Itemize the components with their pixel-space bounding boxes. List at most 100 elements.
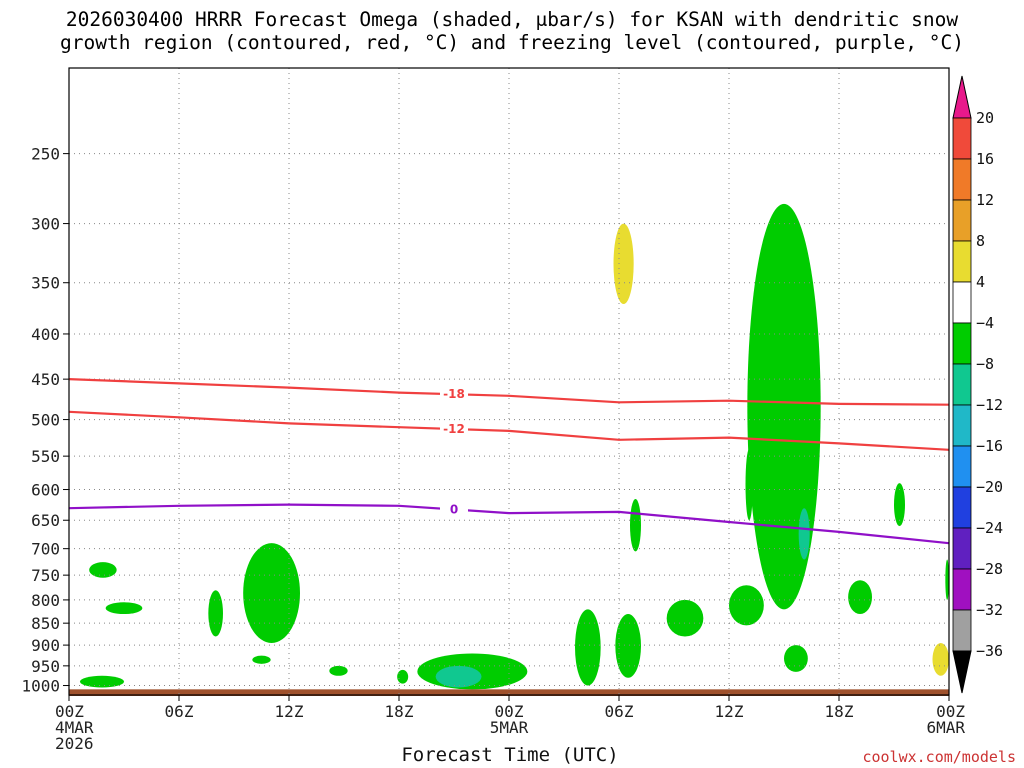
omega-region-23 xyxy=(945,559,950,600)
colorbar-arrow-bottom xyxy=(952,650,972,694)
x-tick-label-48-1: 6MAR xyxy=(926,718,965,737)
colorbar-bin-5 xyxy=(952,322,972,365)
x-tick-label-30-0: 06Z xyxy=(605,702,634,721)
y-tick-label-850: 850 xyxy=(31,614,60,633)
x-tick-label-42-0: 18Z xyxy=(825,702,854,721)
colorbar-arrow-top xyxy=(952,75,972,119)
y-tick-label-800: 800 xyxy=(31,591,60,610)
omega-region-10 xyxy=(575,609,601,686)
y-tick-label-550: 550 xyxy=(31,447,60,466)
omega-region-6 xyxy=(397,669,409,684)
colorbar-label-7: −12 xyxy=(976,396,1003,414)
colorbar-bin-8 xyxy=(952,445,972,488)
colorbar-label-8: −16 xyxy=(976,437,1003,455)
title-line-2: growth region (contoured, red, °C) and f… xyxy=(60,31,964,54)
omega-region-12 xyxy=(630,499,641,552)
credit-link[interactable]: coolwx.com/models xyxy=(862,748,1016,766)
x-tick-label-36-0: 12Z xyxy=(715,702,744,721)
colorbar-label-6: −8 xyxy=(976,355,994,373)
omega-region-15 xyxy=(729,585,764,626)
colorbar-bin-4 xyxy=(952,281,972,324)
colorbar-label-5: −4 xyxy=(976,314,994,332)
omega-region-11 xyxy=(615,614,642,678)
omega-region-17 xyxy=(747,203,821,610)
x-tick-label-24-0: 00Z xyxy=(495,702,524,721)
omega-region-19 xyxy=(784,645,808,672)
colorbar-bin-1 xyxy=(952,158,972,201)
omega-region-3 xyxy=(243,543,300,643)
y-tick-label-500: 500 xyxy=(31,411,60,430)
omega-region-20 xyxy=(848,580,872,615)
colorbar-label-2: 12 xyxy=(976,191,994,209)
x-tick-label-12-0: 12Z xyxy=(275,702,304,721)
y-tick-label-750: 750 xyxy=(31,566,60,585)
terrain-band xyxy=(69,689,949,696)
contour-line-0 xyxy=(68,378,950,406)
colorbar-bin-6 xyxy=(952,363,972,406)
colorbar-label-11: −28 xyxy=(976,560,1003,578)
colorbar-bin-3 xyxy=(952,240,972,283)
colorbar-label-4: 4 xyxy=(976,273,985,291)
x-tick-label-0-1: 4MAR xyxy=(55,718,94,737)
y-tick-label-900: 900 xyxy=(31,636,60,655)
y-tick-label-350: 350 xyxy=(31,274,60,293)
contour-label-bg-1 xyxy=(440,421,468,437)
x-tick-label-48-0: 00Z xyxy=(936,702,965,721)
colorbar-label-13: −36 xyxy=(976,642,1003,660)
x-tick-label-0-2: 2026 xyxy=(55,734,94,753)
omega-region-14 xyxy=(613,223,634,305)
colorbar-label-0: 20 xyxy=(976,109,994,127)
contour-line-1 xyxy=(68,410,950,451)
contour-label-2: 0 xyxy=(450,502,458,516)
y-tick-label-700: 700 xyxy=(31,540,60,559)
colorbar-label-12: −32 xyxy=(976,601,1003,619)
contour-label-bg-2 xyxy=(440,501,468,517)
x-tick-label-18-0: 18Z xyxy=(385,702,414,721)
omega-region-4 xyxy=(252,655,271,664)
x-tick-label-24-1: 5MAR xyxy=(490,718,529,737)
colorbar-bin-12 xyxy=(952,609,972,652)
contour-label-0: -18 xyxy=(443,387,465,401)
y-tick-label-650: 650 xyxy=(31,511,60,530)
grid xyxy=(69,68,949,695)
colorbar-label-9: −20 xyxy=(976,478,1003,496)
y-tick-label-600: 600 xyxy=(31,481,60,500)
omega-region-13 xyxy=(666,599,704,637)
colorbar-bin-10 xyxy=(952,527,972,570)
omega-region-8 xyxy=(435,665,482,688)
y-tick-label-1000: 1000 xyxy=(21,677,60,696)
colorbar-bin-11 xyxy=(952,568,972,611)
contour-label-bg-0 xyxy=(440,386,468,402)
y-axis: 250 300 350 400 450 500 550 600 650 700 750 800 850 9… xyxy=(21,145,69,696)
omega-region-1 xyxy=(105,602,143,615)
colorbar-label-3: 8 xyxy=(976,232,985,250)
chart-title: 2026030400 HRRR Forecast Omega (shaded, … xyxy=(0,8,1024,54)
omega-region-5 xyxy=(329,665,348,676)
y-tick-label-400: 400 xyxy=(31,325,60,344)
colorbar-bin-7 xyxy=(952,404,972,447)
omega-region-9 xyxy=(80,675,124,688)
omega-region-18 xyxy=(798,508,810,560)
y-tick-label-250: 250 xyxy=(31,145,60,164)
contour-label-1: -12 xyxy=(443,422,465,436)
omega-region-0 xyxy=(89,562,117,578)
colorbar-bin-9 xyxy=(952,486,972,529)
omega-region-21 xyxy=(894,483,905,527)
title-line-1: 2026030400 HRRR Forecast Omega (shaded, … xyxy=(65,8,959,31)
y-tick-label-450: 450 xyxy=(31,370,60,389)
colorbar-label-10: −24 xyxy=(976,519,1003,537)
colorbar-bin-0 xyxy=(952,117,972,160)
y-tick-label-950: 950 xyxy=(31,657,60,676)
omega-region-2 xyxy=(208,590,224,637)
omega-region-22 xyxy=(932,642,949,676)
y-tick-label-300: 300 xyxy=(31,215,60,234)
colorbar-bin-2 xyxy=(952,199,972,242)
x-tick-label-0-0: 00Z xyxy=(55,702,84,721)
x-tick-label-6-0: 06Z xyxy=(165,702,194,721)
x-axis-label: Forecast Time (UTC) xyxy=(401,744,619,766)
contour-line-2 xyxy=(68,503,950,545)
colorbar: 20 16 12 8 4 −4 −8 −12 −16 −20 −24 −28 −32 −36 xyxy=(952,75,1003,694)
colorbar-label-1: 16 xyxy=(976,150,994,168)
